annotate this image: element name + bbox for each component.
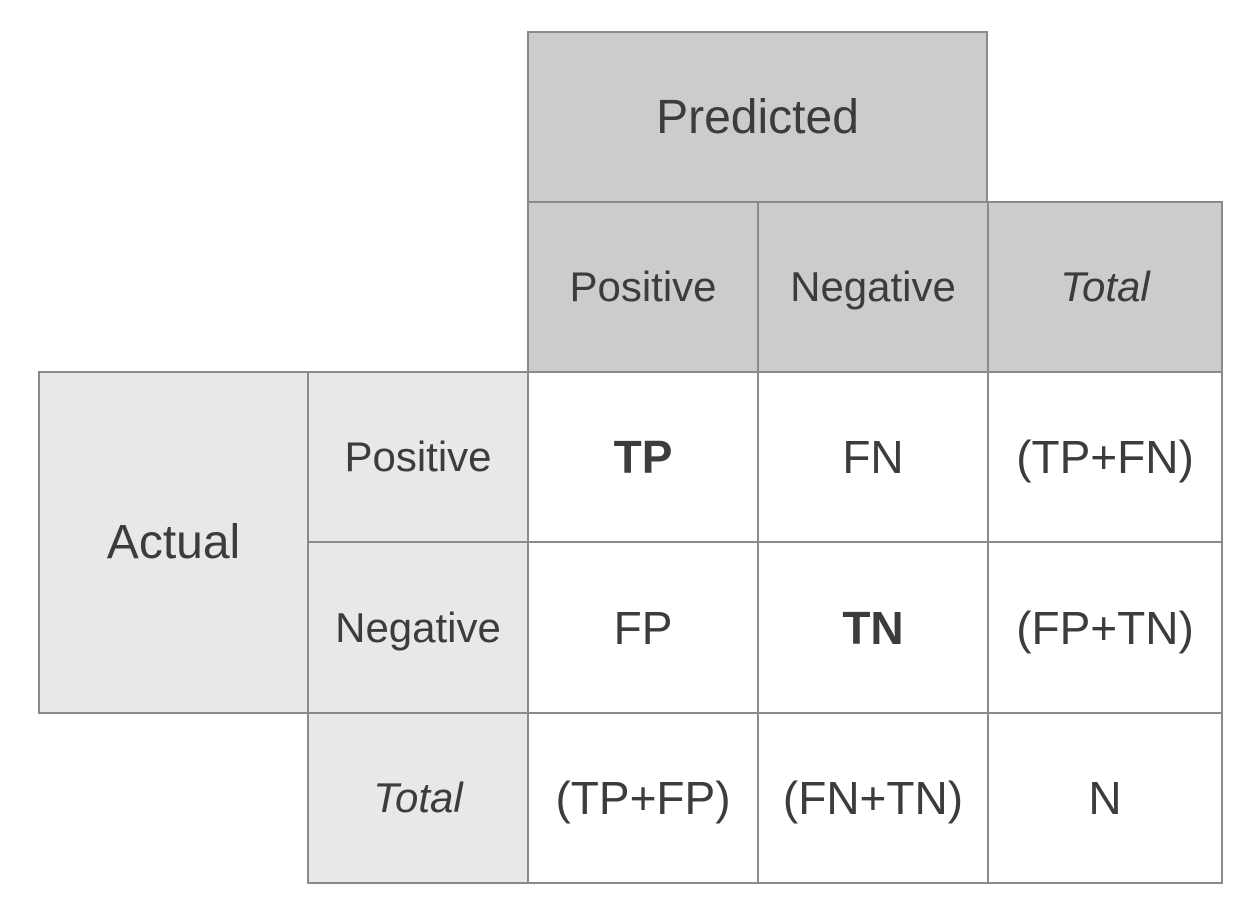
column-header-label: Positive — [569, 263, 717, 310]
cell-true-positive: TP — [527, 371, 759, 543]
cell-value: (TP+FP) — [555, 772, 731, 824]
row-header-negative: Negative — [307, 541, 529, 714]
cell-value: TP — [613, 431, 673, 483]
row-header-label: Negative — [335, 603, 501, 651]
actual-label: Actual — [106, 516, 241, 569]
row-header-label: Total — [373, 774, 463, 821]
column-header-label: Total — [1060, 263, 1150, 310]
cell-false-positive: FP — [527, 541, 759, 714]
column-header-positive: Positive — [527, 201, 759, 373]
column-header-total: Total — [987, 201, 1223, 373]
cell-value: (FN+TN) — [782, 772, 964, 824]
cell-grand-total: N — [987, 712, 1223, 884]
cell-column-total-positive: (TP+FP) — [527, 712, 759, 884]
actual-header: Actual — [38, 371, 309, 714]
cell-value: TN — [842, 601, 904, 654]
row-header-label: Positive — [344, 433, 492, 480]
cell-false-negative: FN — [757, 371, 989, 543]
predicted-label: Predicted — [656, 90, 859, 144]
predicted-header: Predicted — [527, 31, 988, 203]
cell-row-total-negative: (FP+TN) — [987, 541, 1223, 714]
cell-true-negative: TN — [757, 541, 989, 714]
cell-value: FN — [842, 431, 904, 483]
column-header-negative: Negative — [757, 201, 989, 373]
cell-value: N — [1088, 772, 1122, 824]
column-header-label: Negative — [790, 263, 956, 310]
row-header-positive: Positive — [307, 371, 529, 543]
cell-row-total-positive: (TP+FN) — [987, 371, 1223, 543]
cell-value: (TP+FN) — [1016, 431, 1194, 483]
cell-value: (FP+TN) — [1016, 601, 1194, 654]
row-header-total: Total — [307, 712, 529, 884]
cell-value: FP — [613, 601, 673, 654]
cell-column-total-negative: (FN+TN) — [757, 712, 989, 884]
